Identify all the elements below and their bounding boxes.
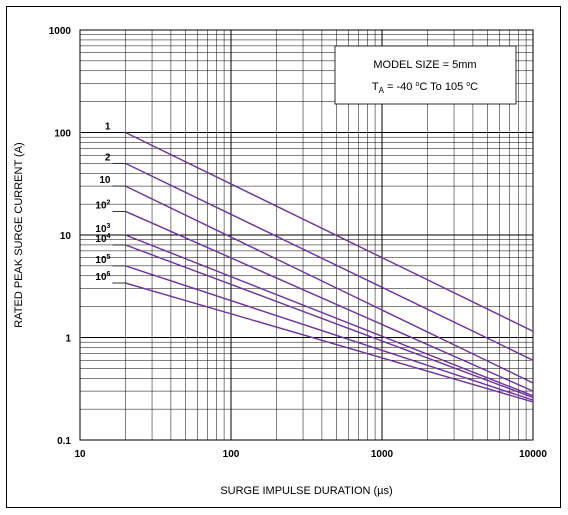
- series-line-10e5: [125, 265, 534, 401]
- series-line-10e6: [125, 282, 534, 403]
- y-tick-label: 1: [65, 334, 71, 345]
- x-tick-label: 100: [223, 449, 240, 460]
- series-line-2: [125, 162, 534, 361]
- series-label-1: 1: [105, 122, 111, 133]
- series-line-10: [125, 185, 534, 384]
- x-tick-labels: 10 100 1000 10000: [74, 449, 547, 460]
- x-tick-label: 1000: [371, 449, 394, 460]
- series-label-10e6: 106: [95, 271, 110, 283]
- y-tick-label: 0.1: [57, 436, 71, 447]
- y-tick-label: 100: [54, 129, 71, 140]
- series-lines: [125, 131, 534, 403]
- series-label-10e4: 104: [95, 233, 110, 245]
- annotation-temperature: TA = -40 oC To 105 oC: [372, 81, 478, 95]
- y-tick-labels: 0.1 1 10 100 1000: [49, 26, 72, 447]
- y-axis-label: RATED PEAK SURGE CURRENT (A): [13, 142, 25, 327]
- series-label-10e3: 103: [95, 223, 110, 235]
- major-grid: [80, 30, 533, 440]
- series-line-10e4: [125, 244, 534, 399]
- series-label-10e5: 105: [95, 254, 110, 266]
- series-label-10: 10: [99, 175, 111, 186]
- series-line-1: [125, 131, 534, 332]
- series-line-10e3: [125, 234, 534, 397]
- chart-frame: [6, 6, 561, 508]
- x-tick-label: 10000: [519, 449, 547, 460]
- series-line-10e2: [125, 210, 534, 392]
- annotation-model-size: MODEL SIZE = 5mm: [373, 59, 476, 71]
- annotation-box: MODEL SIZE = 5mm TA = -40 oC To 105 oC: [334, 45, 517, 105]
- series-label-10e2: 102: [95, 199, 110, 211]
- y-tick-label: 1000: [49, 26, 72, 37]
- x-tick-label: 10: [74, 449, 86, 460]
- plot-border: [79, 29, 534, 441]
- x-axis-label: SURGE IMPULSE DURATION (µs): [220, 485, 392, 497]
- series-label-2: 2: [105, 152, 111, 163]
- y-tick-label: 10: [60, 231, 72, 242]
